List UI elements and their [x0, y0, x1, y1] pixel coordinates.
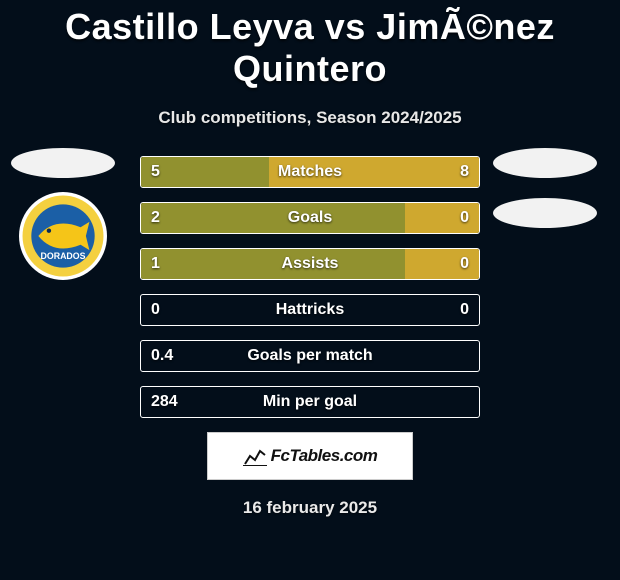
brand-watermark: FcTables.com	[207, 432, 413, 480]
stat-row: 10Assists	[140, 248, 480, 280]
stat-row: 0.4Goals per match	[140, 340, 480, 372]
stat-bars: 58Matches 20Goals 10Assists 00Hattricks 0.4G…	[140, 156, 480, 418]
svg-text:DORADOS: DORADOS	[41, 251, 86, 261]
fctables-logo-icon	[243, 446, 267, 466]
stat-row: 284Min per goal	[140, 386, 480, 418]
left-player-badges: DORADOS	[8, 148, 118, 280]
dorados-logo-svg-icon: DORADOS	[19, 192, 107, 280]
team-badge-placeholder-icon	[11, 148, 115, 178]
right-player-badges	[490, 148, 600, 242]
stat-label: Assists	[141, 249, 479, 279]
page-title: Castillo Leyva vs JimÃ©nez Quintero	[0, 0, 620, 90]
stat-row: 58Matches	[140, 156, 480, 188]
stat-row: 00Hattricks	[140, 294, 480, 326]
subtitle: Club competitions, Season 2024/2025	[0, 108, 620, 128]
team-logo-dorados-icon: DORADOS	[19, 192, 107, 280]
footer-date: 16 february 2025	[0, 498, 620, 518]
stat-label: Hattricks	[141, 295, 479, 325]
stat-row: 20Goals	[140, 202, 480, 234]
stat-label: Goals	[141, 203, 479, 233]
stat-label: Min per goal	[141, 387, 479, 417]
team-badge-placeholder-icon	[493, 148, 597, 178]
stat-label: Goals per match	[141, 341, 479, 371]
team-badge-placeholder-icon	[493, 198, 597, 228]
stat-label: Matches	[141, 157, 479, 187]
brand-label: FcTables.com	[271, 446, 378, 466]
comparison-chart: DORADOS 58Matches 20Goals 10Assists 00Hattr…	[0, 156, 620, 418]
